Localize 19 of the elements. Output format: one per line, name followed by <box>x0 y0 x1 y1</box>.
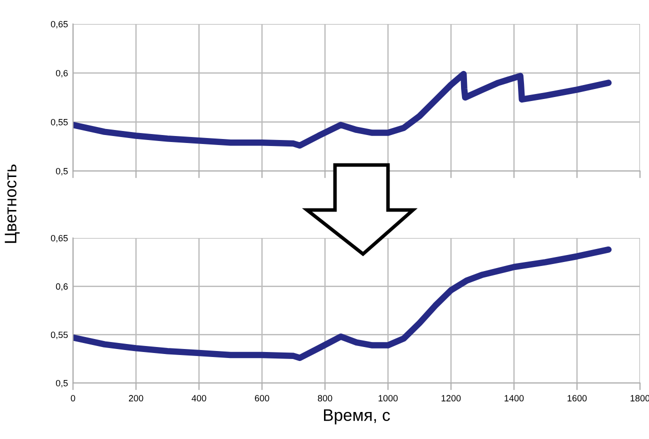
y-tick-label: 0,65 <box>50 20 68 28</box>
y-tick-label: 0,6 <box>56 283 68 291</box>
x-axis-title: Время, с <box>324 409 390 424</box>
y-tick-label: 0,5 <box>56 168 68 176</box>
y-axis-title: Цветность <box>4 164 20 243</box>
y-tick-label: 0,55 <box>50 118 68 126</box>
x-tick-label: 1000 <box>378 395 398 402</box>
x-tick-label: 200 <box>128 395 144 402</box>
x-tick-label: 600 <box>254 395 270 402</box>
y-tick-label: 0,5 <box>56 380 68 388</box>
y-tick-label: 0,6 <box>56 70 68 78</box>
y-tick-label: 0,65 <box>50 234 68 242</box>
y-tick-label: 0,55 <box>50 332 68 340</box>
x-tick-label: 1200 <box>442 395 461 402</box>
x-tick-label: 800 <box>318 395 332 402</box>
x-tick-label: 1600 <box>568 395 587 402</box>
x-tick-label: 400 <box>192 395 206 402</box>
x-tick-label: 1400 <box>504 395 524 402</box>
x-tick-label: 0 <box>70 395 76 402</box>
